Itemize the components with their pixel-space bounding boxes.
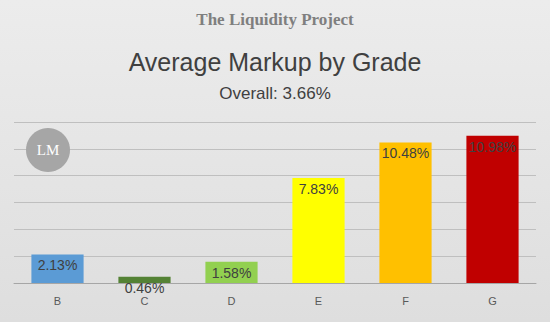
svg-text:F: F [402,295,409,307]
svg-text:Average Markup by Grade: Average Markup by Grade [129,48,422,76]
svg-text:10.98%: 10.98% [469,139,516,155]
svg-text:Overall: 3.66%: Overall: 3.66% [219,84,331,103]
svg-text:2.13%: 2.13% [38,257,78,273]
svg-text:C: C [141,295,149,307]
svg-text:1.58%: 1.58% [212,265,252,281]
svg-text:E: E [315,295,322,307]
svg-text:The Liquidity Project: The Liquidity Project [196,10,354,29]
svg-text:B: B [54,295,61,307]
svg-text:7.83%: 7.83% [299,181,339,197]
svg-text:10.48%: 10.48% [382,145,429,161]
svg-text:D: D [228,295,236,307]
svg-text:0.46%: 0.46% [125,280,165,296]
svg-text:LM: LM [37,142,60,158]
svg-text:G: G [488,295,497,307]
